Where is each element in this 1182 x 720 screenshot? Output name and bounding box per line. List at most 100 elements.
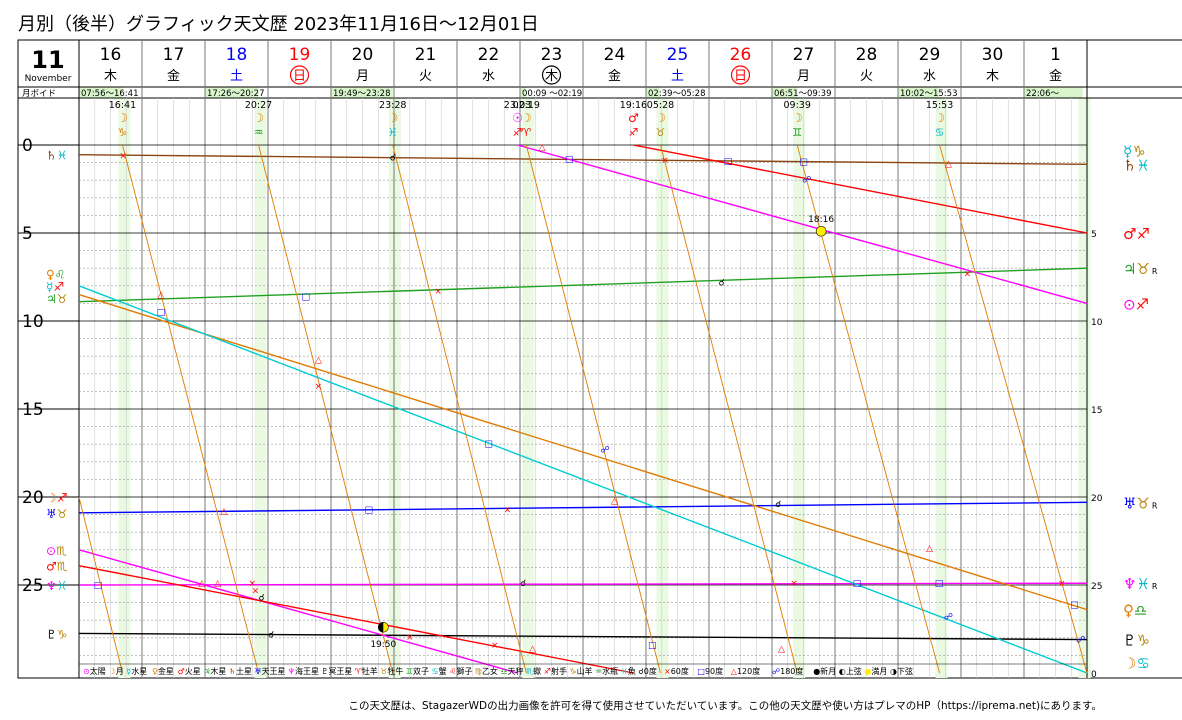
right-planet-label: ☿♑ bbox=[1123, 142, 1146, 160]
day-number: 26 bbox=[730, 45, 752, 65]
aspect-marker: ☌ bbox=[390, 153, 396, 163]
planet-line bbox=[258, 144, 394, 674]
ingress-sign-glyph: ♋ bbox=[935, 126, 945, 139]
aspect-marker: □ bbox=[484, 439, 493, 449]
aspect-marker: □ bbox=[799, 158, 808, 168]
aspect-marker: ☍ bbox=[944, 613, 953, 623]
ingress-planet-glyph: ☽ bbox=[387, 111, 398, 125]
day-number: 20 bbox=[352, 45, 374, 65]
planet-line bbox=[525, 144, 661, 674]
weekday-label: 土 bbox=[230, 69, 243, 84]
planet-line bbox=[78, 549, 518, 674]
aspect-marker: × bbox=[252, 586, 260, 596]
weekday-label: 金 bbox=[608, 68, 621, 84]
legend-item: ♃木星 bbox=[203, 666, 226, 676]
aspect-marker: × bbox=[434, 287, 442, 297]
aspect-marker: ☌ bbox=[520, 579, 526, 589]
void-column bbox=[254, 98, 267, 678]
legend-item: ●新月 bbox=[813, 666, 836, 676]
void-time-label: 10:02～15:53 bbox=[900, 89, 958, 99]
aspect-markers: × ☌△□ × □ □☍△△□□×☌×△×□☍△△ □ ×☌△△ △ ××☌☌ × □ □ ×□☍□××… bbox=[94, 143, 1086, 655]
right-planet-label: ☽♋ bbox=[1123, 654, 1150, 672]
planet-lines bbox=[78, 144, 1088, 674]
ingress-planet-glyph: ☽ bbox=[117, 111, 128, 125]
left-planet-label: ⊙♏ bbox=[46, 544, 67, 558]
planet-line bbox=[78, 564, 634, 674]
aspect-marker: ☌ bbox=[259, 593, 265, 603]
void-time-label: 19:49～23:28 bbox=[333, 89, 391, 99]
left-planet-label: ♆♓ bbox=[46, 579, 68, 593]
ingress-time: 16:41 bbox=[109, 100, 136, 111]
right-planet-label: ♂♐ bbox=[1123, 225, 1150, 243]
y-axes: 0 5 10 15 20 25 5 10 15 20 25 0 bbox=[18, 136, 1103, 680]
void-column bbox=[1078, 98, 1091, 678]
planet-line bbox=[392, 144, 527, 674]
weekday-label: 水 bbox=[482, 69, 495, 84]
right-planet-label: ♆♓ R bbox=[1123, 575, 1158, 593]
legend-item: △120度 bbox=[731, 666, 760, 676]
aspect-marker: □ bbox=[94, 581, 103, 591]
aspect-marker: □ bbox=[565, 155, 574, 165]
weekday-label: 土 bbox=[671, 69, 684, 84]
planet-line bbox=[78, 267, 1088, 303]
planet-labels: ♄♓♀♌☿♐♃♉☽♐♅♉⊙♏♂♏♆♓♇♑☿♑♄♓♂♐♃♉ R⊙♐♅♉ R♆♓ R♀♎♇… bbox=[46, 142, 1158, 672]
day-number: 19 bbox=[289, 45, 311, 65]
aspect-marker: ☌ bbox=[719, 278, 725, 288]
legend-item: ♅天王星 bbox=[254, 667, 285, 676]
day-number: 18 bbox=[226, 45, 248, 65]
void-row-label: 月ボイド bbox=[22, 89, 56, 99]
ingress-time: 19:16 bbox=[620, 100, 647, 111]
void-column bbox=[388, 98, 401, 678]
legend-item: ●満月 bbox=[864, 667, 887, 676]
void-time-label: 07:56～16:41 bbox=[81, 89, 139, 99]
ingress-sign-glyph: ♐ bbox=[628, 126, 638, 139]
day-number: 25 bbox=[667, 45, 689, 65]
aspect-marker: ☌ bbox=[775, 500, 781, 510]
weekday-label: 木 bbox=[986, 69, 999, 84]
right-planet-label: ♀♎ bbox=[1123, 602, 1147, 620]
month-number: 11 bbox=[31, 46, 64, 74]
weekday-label: 日 bbox=[734, 69, 747, 84]
planet-line bbox=[633, 144, 1088, 234]
left-planet-label: ♅♉ bbox=[46, 507, 68, 521]
aspect-marker: ☌ bbox=[268, 630, 274, 640]
holiday-circle bbox=[541, 65, 562, 85]
aspect-marker: ☍ bbox=[1076, 636, 1085, 646]
legend-item: ♎天秤 bbox=[500, 666, 523, 676]
ingress-time: 23:28 bbox=[379, 100, 406, 111]
aspect-marker: △ bbox=[945, 159, 952, 169]
phase-time-label: 19:50 bbox=[370, 640, 396, 650]
ingress-sign-glyph: ♐ bbox=[513, 126, 523, 139]
aspect-marker: × bbox=[248, 579, 256, 589]
legend-item: ♊双子 bbox=[406, 667, 429, 676]
day-number: 17 bbox=[163, 45, 185, 65]
planet-line bbox=[517, 144, 1088, 305]
quarter-moon-shadow bbox=[378, 622, 384, 633]
void-band bbox=[898, 87, 940, 98]
void-bands: 07:56～16:41 17:26～20:27 19:49～23:28 00:09 ～… bbox=[79, 87, 1091, 678]
right-planet-label: ♇♑ bbox=[1123, 632, 1150, 650]
legend-item: ×60度 bbox=[664, 666, 689, 676]
y-tick-right: 25 bbox=[1091, 582, 1102, 592]
legend-item: ♀金星 bbox=[152, 666, 174, 676]
legend-item: ♒水瓶 bbox=[595, 666, 618, 676]
planet-line bbox=[78, 496, 123, 674]
left-planet-label: ☽♐ bbox=[46, 491, 68, 505]
aspect-marker: ☍ bbox=[802, 175, 811, 185]
y-tick-right: 15 bbox=[1091, 406, 1102, 416]
void-column bbox=[118, 98, 131, 678]
holiday-circle bbox=[289, 65, 310, 85]
weekday-label: 木 bbox=[545, 69, 558, 84]
legend-item: ♂火星 bbox=[178, 667, 201, 676]
legend-item: ♏蠍 bbox=[526, 666, 541, 676]
legend-item: ♄土星 bbox=[229, 666, 252, 676]
ingress-time: 02:19 bbox=[513, 100, 540, 111]
ingress-time: 20:27 bbox=[245, 100, 272, 111]
legend-item: □90度 bbox=[697, 666, 723, 676]
legend-item: ◑下弦 bbox=[890, 666, 913, 676]
legend-item: ♐射手 bbox=[544, 666, 567, 676]
weekday-label: 水 bbox=[923, 69, 936, 84]
planet-line bbox=[78, 501, 1088, 514]
chart-frame bbox=[17, 39, 1182, 679]
